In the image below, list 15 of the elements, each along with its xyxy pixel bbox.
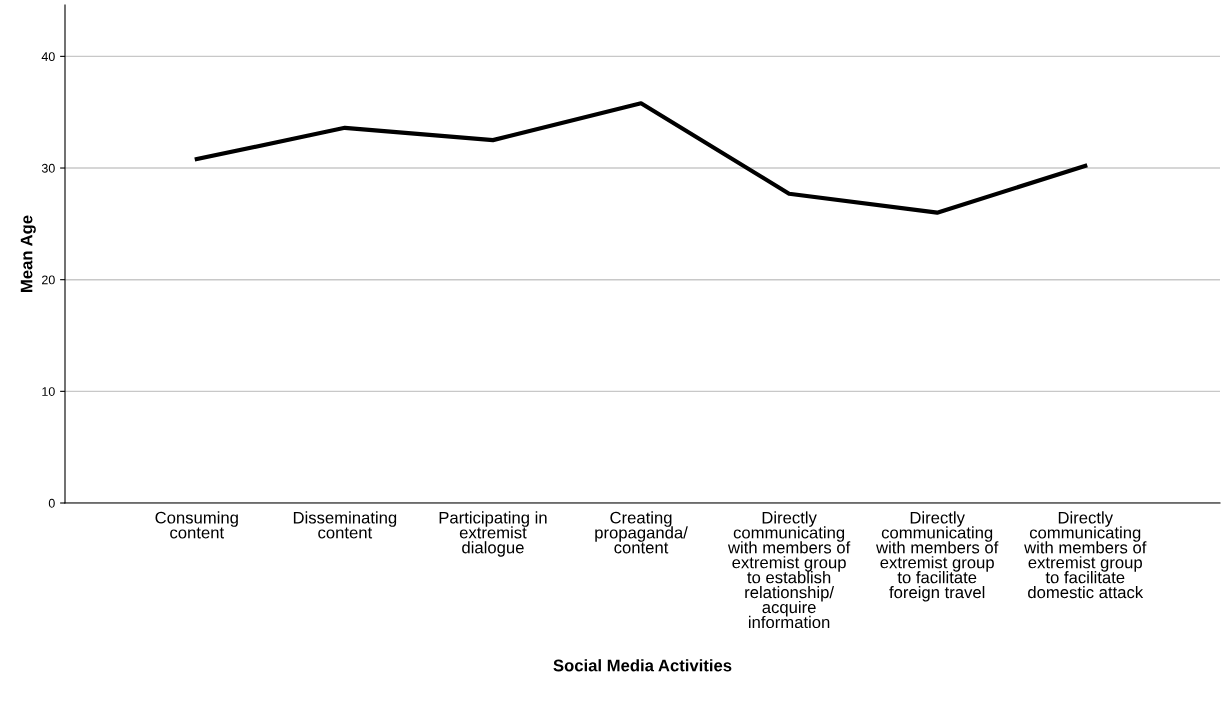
x-tick-label: Creating propaganda/ content: [595, 511, 688, 554]
x-tick-label: Directly communicating with members of extremist group to facilitate domestic attack: [1024, 511, 1147, 599]
y-tick-label: 10: [42, 387, 55, 396]
x-tick-label: Disseminating content: [293, 511, 397, 539]
x-tick-label: Directly communicating with members of extremist group to establish relationship/ acquire information: [727, 511, 851, 629]
y-tick-label: 40: [41, 52, 55, 62]
y-tick-label: 0: [48, 498, 55, 508]
x-axis-title: Social Media Activities: [553, 659, 732, 672]
line-series: [194, 101, 1088, 215]
y-axis-title: Mean Age: [20, 215, 36, 292]
x-tick-label: Participating in extremist dialogue: [439, 511, 547, 557]
y-tick-label: 30: [41, 163, 55, 173]
x-tick-label: Consuming content: [155, 511, 238, 539]
y-tick-label: 20: [42, 275, 55, 285]
x-tick-label: Directly communicating with members of extremist group to facilitate foreign travel: [876, 511, 999, 602]
